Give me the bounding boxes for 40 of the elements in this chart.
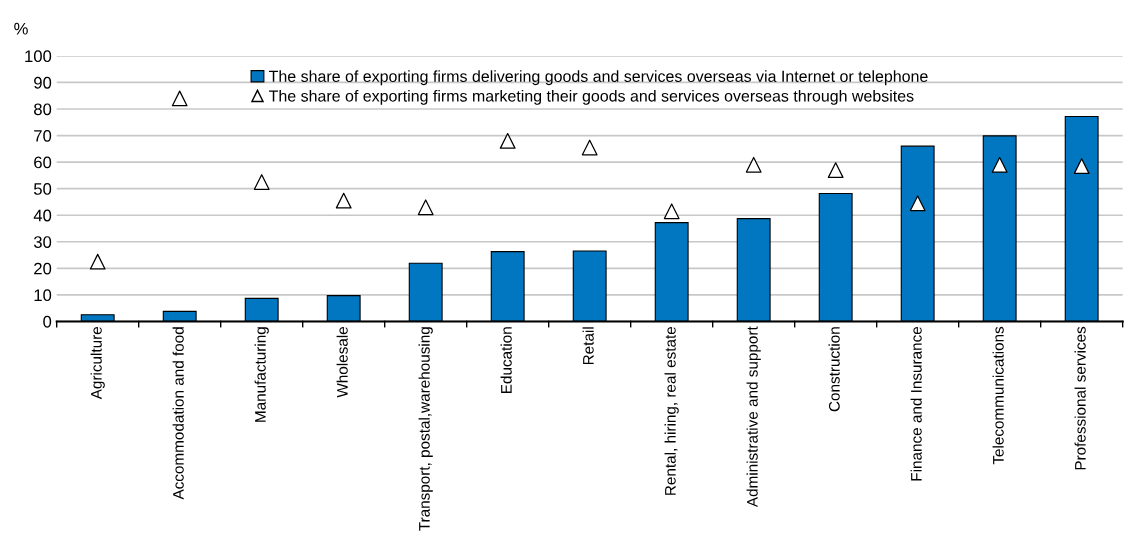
point (909, 195, 926, 212)
y-tick-label: 70 (34, 129, 52, 142)
point (335, 192, 352, 209)
x-tick-label: Retail (582, 327, 594, 365)
point (991, 156, 1008, 173)
x-tick-label: Construction (828, 327, 840, 412)
y-tick-label: 40 (33, 209, 52, 222)
y-axis-title: % (14, 22, 28, 35)
y-tick-label: 20 (34, 262, 52, 275)
x-tick-label: Education (500, 327, 512, 393)
y-tick-label: 80 (34, 103, 52, 116)
y-tick-label: 30 (33, 236, 52, 248)
x-tick-label: Finance and Insurance (910, 326, 922, 481)
x-tick-label: Transport, postal,warehousing (418, 327, 433, 531)
x-tick-label: Rental, hiring, real estate (664, 326, 679, 495)
point (663, 203, 680, 220)
point (1073, 158, 1090, 175)
y-tick-label: 100 (25, 50, 52, 63)
point (253, 174, 270, 190)
y-tick-label: 90 (34, 76, 52, 89)
x-tick-label: Wholesale (336, 326, 348, 398)
y-tick-label: 60 (34, 156, 52, 169)
x-tick-label: Agriculture (90, 326, 105, 400)
x-tick-label: Manufacturing (254, 327, 269, 422)
y-tick-label: 10 (34, 289, 52, 302)
x-tick-label: Professional services (1074, 326, 1086, 470)
point (581, 139, 598, 156)
x-tick-label: Accommodation and food (172, 327, 184, 500)
legend-label: The share of exporting firms delivering goods and services overseas via Internet or telephone (269, 70, 928, 86)
point (499, 132, 516, 149)
x-tick-label: Administrative and support (746, 326, 761, 508)
point (745, 156, 762, 173)
y-tick-label: 0 (43, 315, 52, 328)
legend-label: The share of exporting firms marketing their goods and services overseas through websites (269, 89, 914, 105)
point (89, 253, 106, 270)
point (827, 162, 844, 178)
x-tick-label: Telecommunications (992, 326, 1004, 465)
point (417, 199, 434, 216)
point (171, 90, 188, 107)
y-tick-label: 50 (33, 183, 52, 195)
